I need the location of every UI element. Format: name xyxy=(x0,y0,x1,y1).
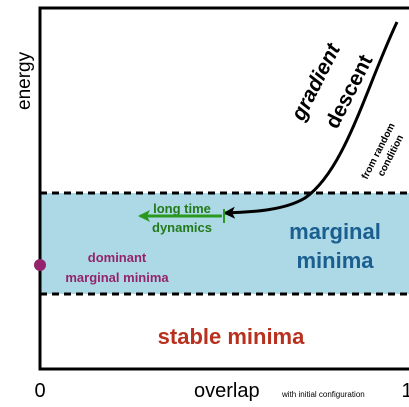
marginal-label: marginal xyxy=(289,219,381,244)
x-end-tick: 1 xyxy=(401,380,409,402)
stable-minima-label: stable minima xyxy=(158,324,305,349)
dominant-minima-dot xyxy=(34,259,46,271)
gradient-descent-curve xyxy=(223,21,399,219)
random-condition-label-group: from random condition xyxy=(360,121,406,181)
y-axis-label: energy xyxy=(14,51,35,110)
dominant-marginal-minima-label: marginal minima xyxy=(65,270,169,285)
axes-frame xyxy=(38,6,409,371)
x-axis-label: overlap xyxy=(194,380,260,402)
minima-label: minima xyxy=(296,248,374,273)
x-axis-label-note: with initial configuration xyxy=(281,390,365,399)
dynamics-label: dynamics xyxy=(152,220,212,235)
dominant-label: dominant xyxy=(88,250,147,265)
x-origin-tick: 0 xyxy=(34,380,45,402)
long-time-label: long time xyxy=(153,201,211,216)
